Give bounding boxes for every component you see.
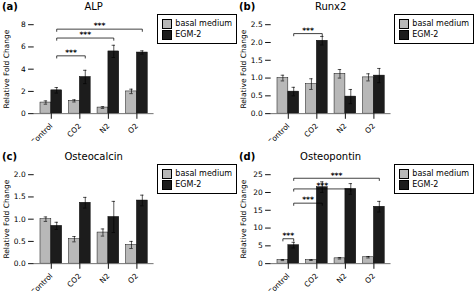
- svg-text:CO2: CO2: [302, 271, 320, 289]
- svg-text:0.5: 0.5: [14, 237, 26, 246]
- svg-text:CO2: CO2: [65, 271, 83, 289]
- html-text:basal medium: basal medium: [175, 19, 232, 28]
- svg-text:20: 20: [253, 188, 263, 197]
- svg-text:0.0: 0.0: [14, 259, 26, 268]
- svg-text:***: ***: [65, 48, 77, 57]
- svg-text:Relative Fold Change: Relative Fold Change: [2, 29, 11, 108]
- svg-text:***: ***: [282, 231, 294, 240]
- svg-text:2.0: 2.0: [14, 170, 26, 179]
- svg-text:O2: O2: [126, 121, 140, 135]
- html-text:(b): (b): [239, 1, 256, 12]
- svg-text:0: 0: [21, 109, 26, 118]
- html-text:(d): (d): [239, 151, 256, 162]
- svg-text:O2: O2: [363, 271, 377, 285]
- html-text:EGM-2: EGM-2: [175, 180, 202, 189]
- svg-text:***: ***: [316, 181, 328, 190]
- svg-text:O2: O2: [363, 121, 377, 135]
- svg-text:10: 10: [253, 223, 263, 232]
- svg-text:2.5: 2.5: [251, 20, 263, 29]
- svg-text:4: 4: [21, 65, 26, 74]
- svg-text:Control: Control: [266, 271, 291, 291]
- html-text:basal medium: basal medium: [412, 19, 469, 28]
- svg-text:***: ***: [302, 26, 314, 35]
- svg-text:8: 8: [21, 20, 26, 29]
- svg-text:***: ***: [331, 171, 343, 180]
- svg-text:Control: Control: [29, 121, 54, 141]
- svg-text:***: ***: [79, 30, 91, 39]
- svg-text:Relative Fold Change: Relative Fold Change: [2, 179, 11, 258]
- html-text:ALP: ALP: [84, 1, 103, 12]
- svg-text:N2: N2: [335, 271, 349, 285]
- svg-text:CO2: CO2: [302, 121, 320, 139]
- html-text:Osteocalcin: Osteocalcin: [64, 151, 123, 162]
- svg-text:Control: Control: [29, 271, 54, 291]
- html-text:EGM-2: EGM-2: [412, 30, 439, 39]
- svg-text:1.5: 1.5: [251, 56, 263, 65]
- svg-text:5: 5: [258, 241, 263, 250]
- html-text:Osteopontin: Osteopontin: [300, 151, 362, 162]
- html-text:EGM-2: EGM-2: [175, 30, 202, 39]
- html-text:EGM-2: EGM-2: [412, 180, 439, 189]
- svg-text:2: 2: [21, 87, 26, 96]
- html-text:basal medium: basal medium: [175, 169, 232, 178]
- svg-text:Relative Fold Change: Relative Fold Change: [239, 179, 248, 258]
- svg-text:1.0: 1.0: [251, 73, 263, 82]
- svg-text:0: 0: [258, 259, 263, 268]
- svg-text:0.0: 0.0: [251, 109, 263, 118]
- svg-text:15: 15: [253, 206, 263, 215]
- svg-text:***: ***: [302, 195, 314, 204]
- svg-text:6: 6: [21, 42, 26, 51]
- svg-text:Control: Control: [266, 121, 291, 141]
- html-text:Runx2: Runx2: [314, 1, 347, 12]
- svg-text:N2: N2: [335, 121, 349, 135]
- svg-text:2.0: 2.0: [251, 38, 263, 47]
- svg-text:***: ***: [94, 21, 106, 30]
- svg-text:Relative Fold Change: Relative Fold Change: [239, 29, 248, 108]
- html-text:(a): (a): [2, 1, 18, 12]
- svg-text:0.5: 0.5: [251, 91, 263, 100]
- svg-text:N2: N2: [98, 121, 112, 135]
- svg-text:1.5: 1.5: [14, 192, 26, 201]
- svg-text:N2: N2: [98, 271, 112, 285]
- html-text:(c): (c): [2, 151, 18, 162]
- svg-text:O2: O2: [126, 271, 140, 285]
- html-text:basal medium: basal medium: [412, 169, 469, 178]
- svg-text:CO2: CO2: [65, 121, 83, 139]
- svg-text:25: 25: [253, 170, 263, 179]
- svg-text:1.0: 1.0: [14, 215, 26, 224]
